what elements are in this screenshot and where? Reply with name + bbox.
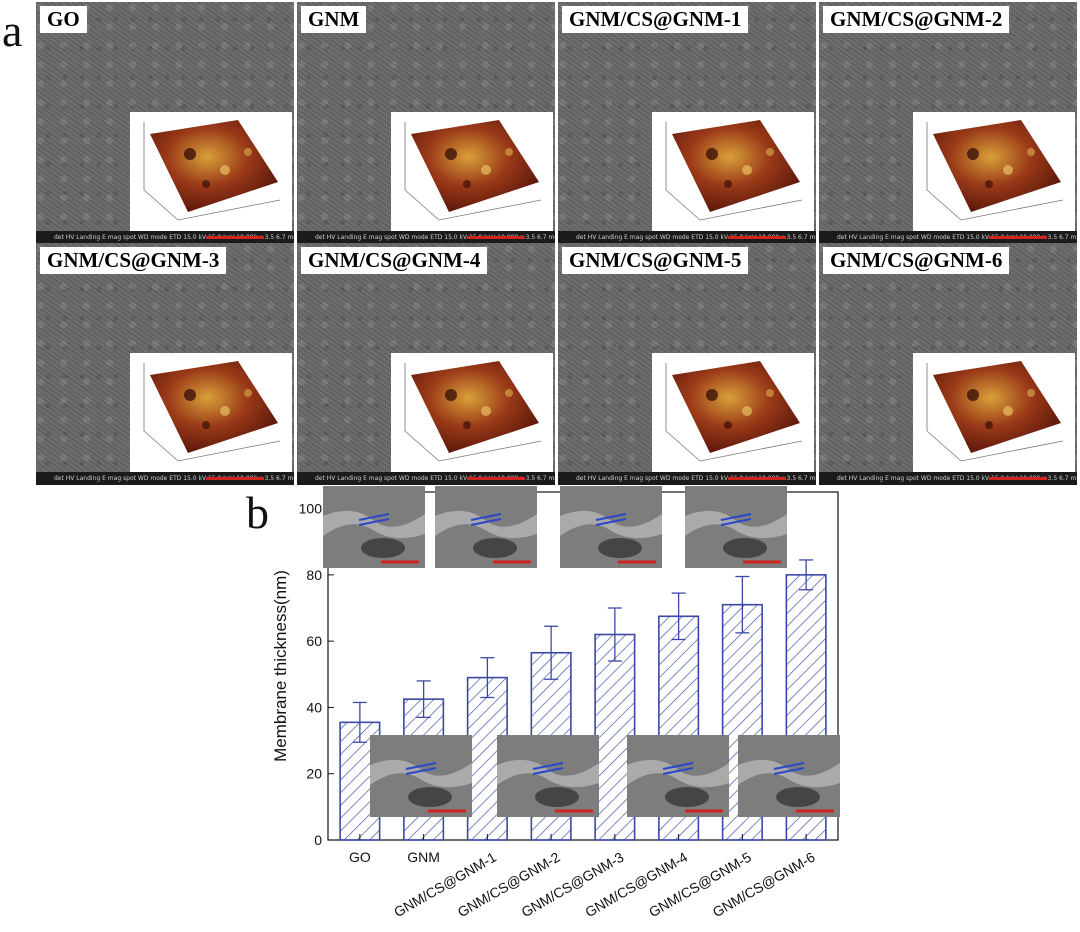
cross-section-pore (361, 538, 405, 558)
y-tick-label: 60 (306, 633, 322, 649)
sem-info-bar: det HV Landing E mag spot WD mode ETD 15… (36, 231, 294, 244)
y-axis-title: Membrane thickness(nm) (271, 570, 290, 762)
cross-section-layer (323, 510, 425, 539)
sem-image-label: GNM (301, 6, 367, 33)
cross-section-pore (473, 538, 517, 558)
thickness-marker (405, 767, 437, 775)
thickness-marker (773, 762, 805, 770)
cross-section-pore (598, 538, 642, 558)
sem-image-label: GNM/CS@GNM-2 (823, 6, 1010, 33)
sem-info-bar: det HV Landing E mag spot WD mode ETD 15… (558, 231, 816, 244)
sem-image: GNM/CS@GNM-4 det HV Landing E mag spot WD… (297, 243, 555, 485)
sem-image-label: GO (40, 6, 87, 33)
thickness-marker (595, 518, 627, 526)
scale-bar (989, 477, 1047, 480)
sem-info-bar: det HV Landing E mag spot WD mode ETD 15… (36, 472, 294, 485)
cross-section-pore (408, 787, 452, 807)
y-tick-label: 80 (306, 567, 322, 583)
scale-bar (206, 236, 264, 239)
afm-surface-inset (391, 112, 553, 232)
y-tick-label: 0 (314, 832, 322, 848)
panel-a-letter: a (2, 5, 23, 56)
sem-image: GNM/CS@GNM-3 det HV Landing E mag spot WD… (36, 243, 294, 485)
thickness-marker (532, 767, 564, 775)
afm-surface-inset (130, 353, 292, 473)
afm-surface-inset (391, 353, 553, 473)
sem-info-bar: det HV Landing E mag spot WD mode ETD 15… (819, 472, 1077, 485)
afm-surface-inset (652, 112, 814, 232)
thickness-marker (470, 513, 502, 521)
cross-section-pore (723, 538, 767, 558)
afm-surface-inset (913, 353, 1075, 473)
thickness-marker (662, 767, 694, 775)
scale-bar (467, 477, 525, 480)
sem-image-label: GNM/CS@GNM-1 (562, 6, 749, 33)
sem-image: GNM/CS@GNM-5 det HV Landing E mag spot WD… (558, 243, 816, 485)
cross-section-pore (776, 787, 820, 807)
thickness-marker (720, 513, 752, 521)
thickness-marker (358, 518, 390, 526)
y-tick-label: 100 (299, 501, 323, 517)
cross-section-pore (535, 787, 579, 807)
sem-info-bar: det HV Landing E mag spot WD mode ETD 15… (819, 231, 1077, 244)
cross-section-layer (435, 510, 537, 539)
x-tick-label: GO (349, 849, 371, 865)
sem-image-label: GNM/CS@GNM-4 (301, 247, 488, 274)
thickness-marker (720, 518, 752, 526)
cross-section-layer (738, 759, 840, 788)
x-tick-label: GNM (407, 849, 440, 865)
scale-bar (728, 477, 786, 480)
afm-surface-inset (130, 112, 292, 232)
cross-section-layer (627, 759, 729, 788)
cross-section-layer (497, 759, 599, 788)
sem-image: GNM/CS@GNM-1 det HV Landing E mag spot WD… (558, 2, 816, 244)
panel-b-letter: b (246, 487, 269, 538)
sem-image-label: GNM/CS@GNM-5 (562, 247, 749, 274)
cross-section-layer (560, 510, 662, 539)
scale-bar (728, 236, 786, 239)
scale-bar (206, 477, 264, 480)
cross-section-layer (685, 510, 787, 539)
thickness-marker (358, 513, 390, 521)
cross-section-layer (370, 759, 472, 788)
y-tick-label: 40 (306, 699, 322, 715)
thickness-marker (470, 518, 502, 526)
scale-bar (989, 236, 1047, 239)
afm-surface-inset (913, 112, 1075, 232)
sem-image: GNM det HV Landing E mag spot WD mode ETD… (297, 2, 555, 244)
sem-image: GO det HV Landing E mag spot WD mode ETD … (36, 2, 294, 244)
sem-info-bar: det HV Landing E mag spot WD mode ETD 15… (297, 231, 555, 244)
sem-info-bar: det HV Landing E mag spot WD mode ETD 15… (558, 472, 816, 485)
thickness-marker (595, 513, 627, 521)
sem-image: GNM/CS@GNM-6 det HV Landing E mag spot WD… (819, 243, 1077, 485)
sem-image-label: GNM/CS@GNM-3 (40, 247, 227, 274)
afm-surface-inset (652, 353, 814, 473)
thickness-marker (662, 762, 694, 770)
sem-info-bar: det HV Landing E mag spot WD mode ETD 15… (297, 472, 555, 485)
y-tick-label: 20 (306, 766, 322, 782)
scale-bar (467, 236, 525, 239)
thickness-marker (773, 767, 805, 775)
cross-section-pore (665, 787, 709, 807)
sem-image: GNM/CS@GNM-2 det HV Landing E mag spot WD… (819, 2, 1077, 244)
thickness-marker (532, 762, 564, 770)
thickness-marker (405, 762, 437, 770)
sem-image-label: GNM/CS@GNM-6 (823, 247, 1010, 274)
